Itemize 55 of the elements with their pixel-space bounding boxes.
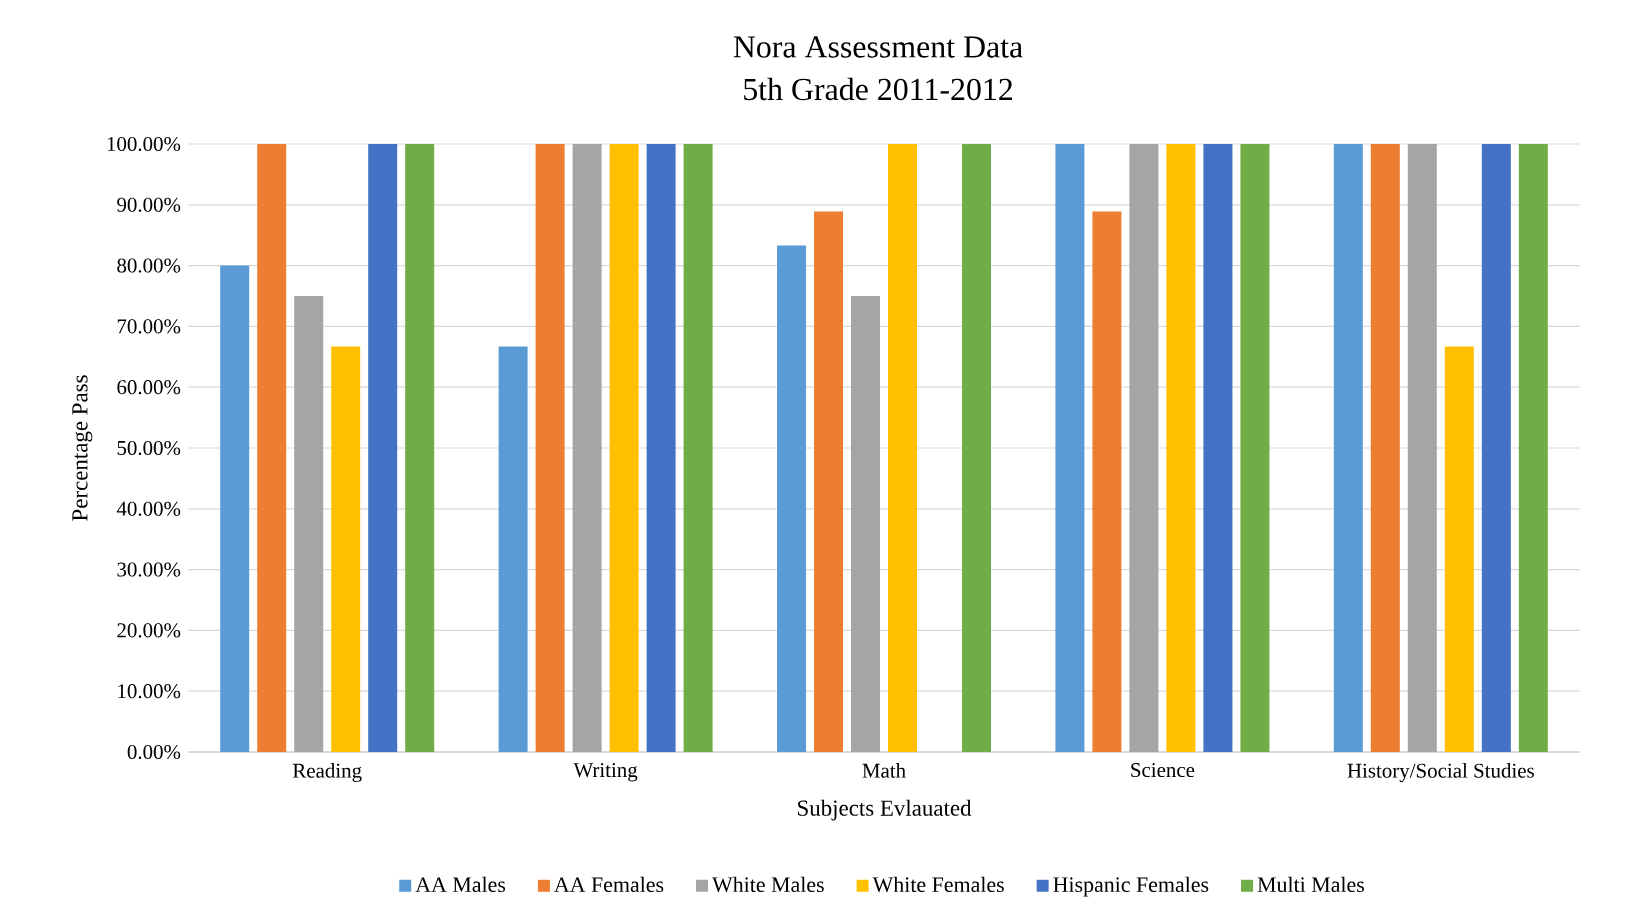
y-tick-label: 80.00% (117, 258, 181, 273)
bar (368, 143, 398, 752)
bar (1092, 211, 1122, 752)
x-axis-title: Subjects Evlauated (798, 799, 972, 821)
bar (405, 143, 435, 752)
x-tick-label: Math (862, 763, 906, 778)
legend-label: Hispanic Females (1053, 876, 1209, 897)
bar (1370, 143, 1400, 752)
y-tick-label: 70.00% (117, 319, 181, 334)
bar (609, 143, 639, 752)
legend-label: Multi Males (1257, 876, 1364, 893)
legend-label: White Females (872, 876, 1004, 893)
bar (1407, 143, 1437, 752)
bar (331, 346, 361, 752)
bar (1203, 143, 1233, 752)
y-tick-label: 60.00% (117, 380, 181, 395)
x-tick-label: Reading (292, 763, 362, 783)
x-tick-label: Writing (573, 763, 638, 782)
bar (1129, 143, 1159, 752)
bar (257, 143, 287, 752)
bar (220, 265, 250, 752)
chart-subtitle: 5th Grade 2011-2012 (744, 77, 1013, 101)
y-tick-label: 20.00% (117, 623, 181, 638)
bar (888, 143, 918, 752)
bar (1518, 143, 1548, 752)
y-tick-label: 100.00% (107, 136, 181, 152)
y-axis-title: Percentage Pass (72, 375, 93, 521)
bar (498, 346, 528, 752)
bar (777, 245, 807, 752)
legend-label: White Males (712, 876, 824, 893)
bar (814, 211, 844, 752)
bar (1055, 143, 1085, 752)
bar (1444, 346, 1474, 752)
bar (572, 143, 602, 752)
bar (294, 295, 324, 752)
chart-title: Nora Assessment Data (733, 36, 1023, 58)
y-tick-label: 40.00% (116, 501, 181, 516)
bar (683, 143, 713, 752)
bar (1481, 143, 1511, 752)
legend-label: AA Males (415, 876, 506, 893)
bar (962, 143, 992, 752)
bar (851, 295, 881, 752)
bar (1333, 143, 1363, 752)
bar (646, 143, 676, 752)
y-tick-label: 50.00% (117, 440, 181, 456)
x-tick-label: Science (1131, 763, 1195, 778)
bar (535, 143, 565, 752)
y-tick-label: 0.00% (127, 744, 181, 760)
y-tick-label: 30.00% (117, 562, 181, 577)
y-tick-label: 10.00% (118, 684, 181, 699)
y-tick-label: 90.00% (117, 197, 181, 212)
bar (1166, 143, 1196, 752)
bar (1240, 143, 1270, 752)
x-tick-label: History/Social Studies (1347, 763, 1534, 783)
legend-label: AA Females (554, 876, 664, 893)
